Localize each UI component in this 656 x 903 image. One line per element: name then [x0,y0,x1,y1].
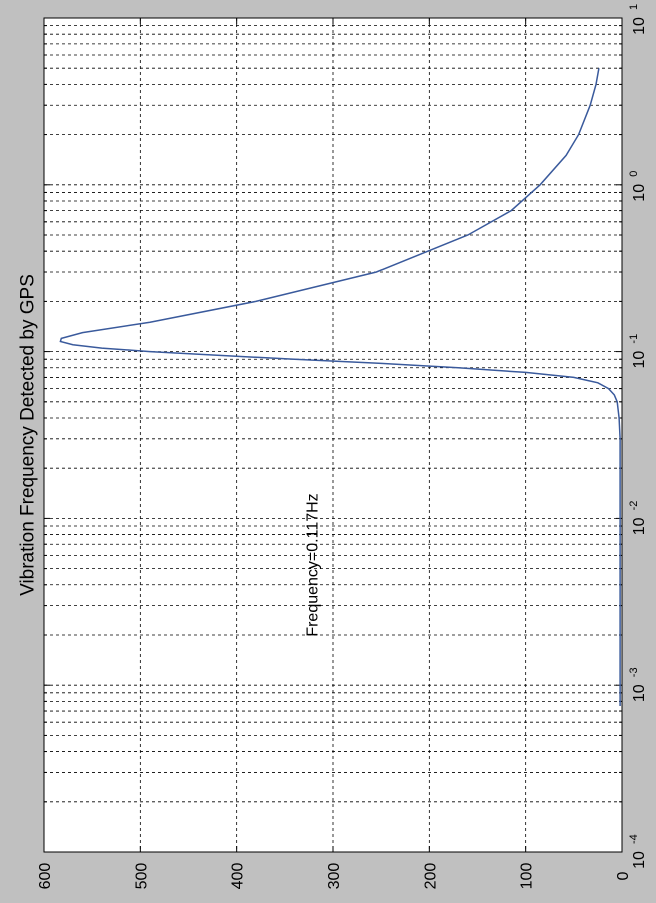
x-tick-label: 10 -3 [628,667,648,702]
x-tick-label: 10 -1 [628,334,648,369]
x-tick-base: 10 [631,351,648,369]
y-tick-label: 300 [326,863,343,890]
x-tick-base: 10 [631,851,648,869]
x-tick-exponent: -2 [628,501,640,511]
series-line [59,68,621,706]
x-tick-exponent: -3 [628,667,640,677]
x-tick-base: 10 [631,184,648,202]
x-tick-base: 10 [631,517,648,535]
x-tick-label: 10 1 [628,4,648,35]
y-tick-label: 0 [615,871,632,880]
x-axis-tick-labels: 10 -4 10 -3 10 -2 10 -1 10 0 10 1 [628,4,648,869]
x-tick-base: 10 [631,17,648,35]
x-tick-label: 10 -2 [628,501,648,536]
x-tick-exponent: -1 [628,334,640,344]
x-tick-exponent: -4 [628,834,640,844]
x-tick-label: 10 0 [628,171,648,202]
frequency-annotation: Frequency=0.117Hz [305,493,322,636]
y-tick-label: 600 [37,863,54,890]
plot-border [43,17,623,853]
x-tick-base: 10 [631,684,648,702]
x-tick-exponent: 0 [628,171,640,177]
y-tick-label: 500 [133,863,150,890]
chart-title: Vibration Frequency Detected by GPS [18,274,39,596]
y-tick-label: 100 [519,863,536,890]
grid-lines [44,18,622,852]
y-axis-tick-labels: 0 100 200 300 400 500 600 [37,863,632,890]
y-tick-label: 400 [230,863,247,890]
x-tick-exponent: 1 [628,4,640,10]
x-tick-label: 10 -4 [628,834,648,869]
y-tick-label: 200 [422,863,439,890]
